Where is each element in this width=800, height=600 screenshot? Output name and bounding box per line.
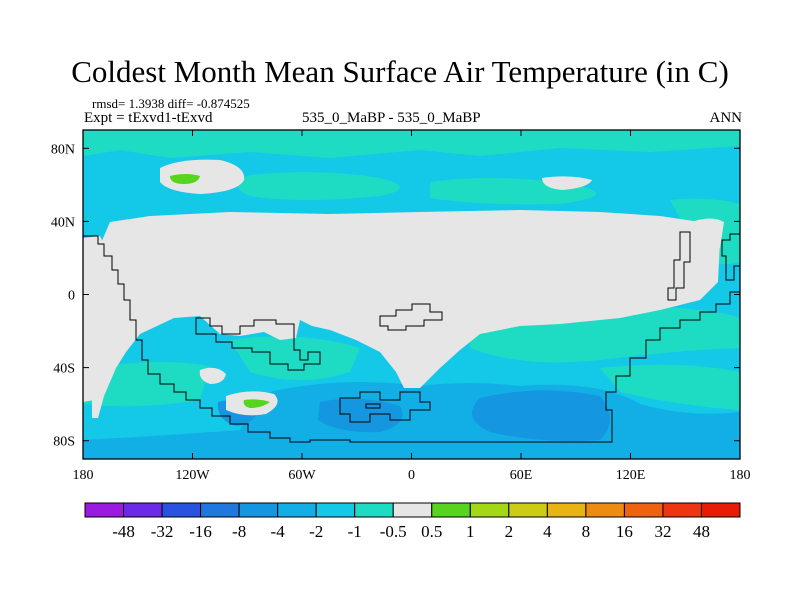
eastern-edge-outline — [721, 233, 741, 281]
colorbar-swatch — [700, 502, 741, 518]
colorbar-label: 16 — [616, 522, 633, 541]
central-island-outline — [195, 317, 321, 371]
colorbar-swatch — [315, 502, 356, 518]
colorbar-swatch — [662, 502, 702, 518]
colorbar-swatch — [84, 502, 125, 518]
northern-east-island — [542, 176, 592, 190]
y-axis: 80N 40N 0 40S 80S — [51, 142, 740, 450]
colorbar-swatch — [392, 502, 433, 518]
y-tick-label: 40S — [53, 362, 75, 377]
northern-warm-patch — [170, 174, 200, 184]
colorbar-label: -8 — [232, 522, 246, 541]
colorbar-label: -32 — [151, 522, 174, 541]
colorbar-label: 1 — [466, 522, 475, 541]
x-tick-label: 120W — [175, 468, 210, 483]
central-dark-patch — [318, 398, 403, 433]
southern-light-band — [83, 361, 210, 407]
main-continent — [92, 210, 720, 418]
small-island-outline — [379, 303, 443, 331]
y-tick-label: 80N — [51, 142, 75, 157]
x-tick-label: 0 — [408, 468, 415, 483]
colorbar-label: -0.5 — [380, 522, 407, 541]
colorbar-swatch — [277, 502, 317, 518]
rmsd-diff-text: rmsd= 1.3938 diff= -0.874525 — [92, 96, 250, 111]
colorbar-swatch — [431, 502, 471, 518]
west-land-strip — [83, 236, 114, 402]
x-tick-label: 60E — [510, 468, 533, 483]
colorbar-label: -1 — [348, 522, 362, 541]
y-tick-label: 0 — [68, 289, 75, 304]
x-tick-label: 180 — [73, 468, 94, 483]
y-tick-label: 80S — [53, 435, 75, 450]
season-label: ANN — [709, 110, 743, 126]
x-tick-label: 180 — [730, 468, 751, 483]
northern-island — [160, 159, 245, 194]
colorbar-swatch — [354, 502, 394, 518]
southern-inner-outline — [365, 403, 381, 409]
southwest-land-fleck — [199, 367, 226, 384]
gondwana-outline — [83, 235, 740, 443]
colorbar-swatch — [508, 502, 548, 518]
colorbar-label: -48 — [112, 522, 135, 541]
north-band-light — [83, 130, 740, 158]
y-tick-label: 40N — [51, 215, 75, 230]
colorbar-label: -16 — [189, 522, 212, 541]
x-tick-label: 120E — [616, 468, 646, 483]
colorbar-swatch — [161, 502, 202, 518]
experiment-label: Expt = tExvd1-tExvd — [84, 110, 213, 126]
temperature-field — [83, 130, 740, 459]
central-light-band — [230, 336, 360, 380]
colorbar-swatch — [585, 502, 625, 518]
southern-lake-outline — [339, 391, 431, 423]
plot-title: Coldest Month Mean Surface Air Temperatu… — [71, 54, 729, 89]
colorbar-label: 2 — [505, 522, 514, 541]
colorbar-label: 32 — [654, 522, 671, 541]
colorbar-label: -2 — [309, 522, 323, 541]
east-land-patch — [686, 218, 724, 256]
colorbar-label: 0.5 — [421, 522, 442, 541]
colorbar-label: -4 — [271, 522, 286, 541]
colorbar: -48 -32 -16 -8 -4 -2 -1 -0.5 0.5 1 2 4 8 16 32 48 — [84, 502, 741, 541]
colorbar-swatch — [238, 502, 279, 518]
indian-ocean-dark — [472, 390, 610, 441]
colorbar-label: 48 — [693, 522, 710, 541]
north-gyre-light — [238, 172, 400, 200]
colorbar-swatch — [200, 502, 240, 518]
colorbar-swatch — [546, 502, 587, 518]
colorbar-swatch — [123, 502, 163, 518]
southern-east-light-band — [600, 364, 740, 410]
colorbar-swatch — [469, 502, 510, 518]
colorbar-label: 4 — [543, 522, 552, 541]
coastlines — [83, 231, 741, 443]
x-axis: 180 120W 60W 0 60E 120E 180 — [73, 130, 751, 483]
eastern-block-outline — [667, 231, 691, 301]
case-label: 535_0_MaBP - 535_0_MaBP — [302, 110, 481, 126]
colorbar-swatch — [623, 502, 664, 518]
colorbar-label: 8 — [582, 522, 591, 541]
x-tick-label: 60W — [288, 468, 316, 483]
southern-warm-patch — [243, 399, 270, 408]
